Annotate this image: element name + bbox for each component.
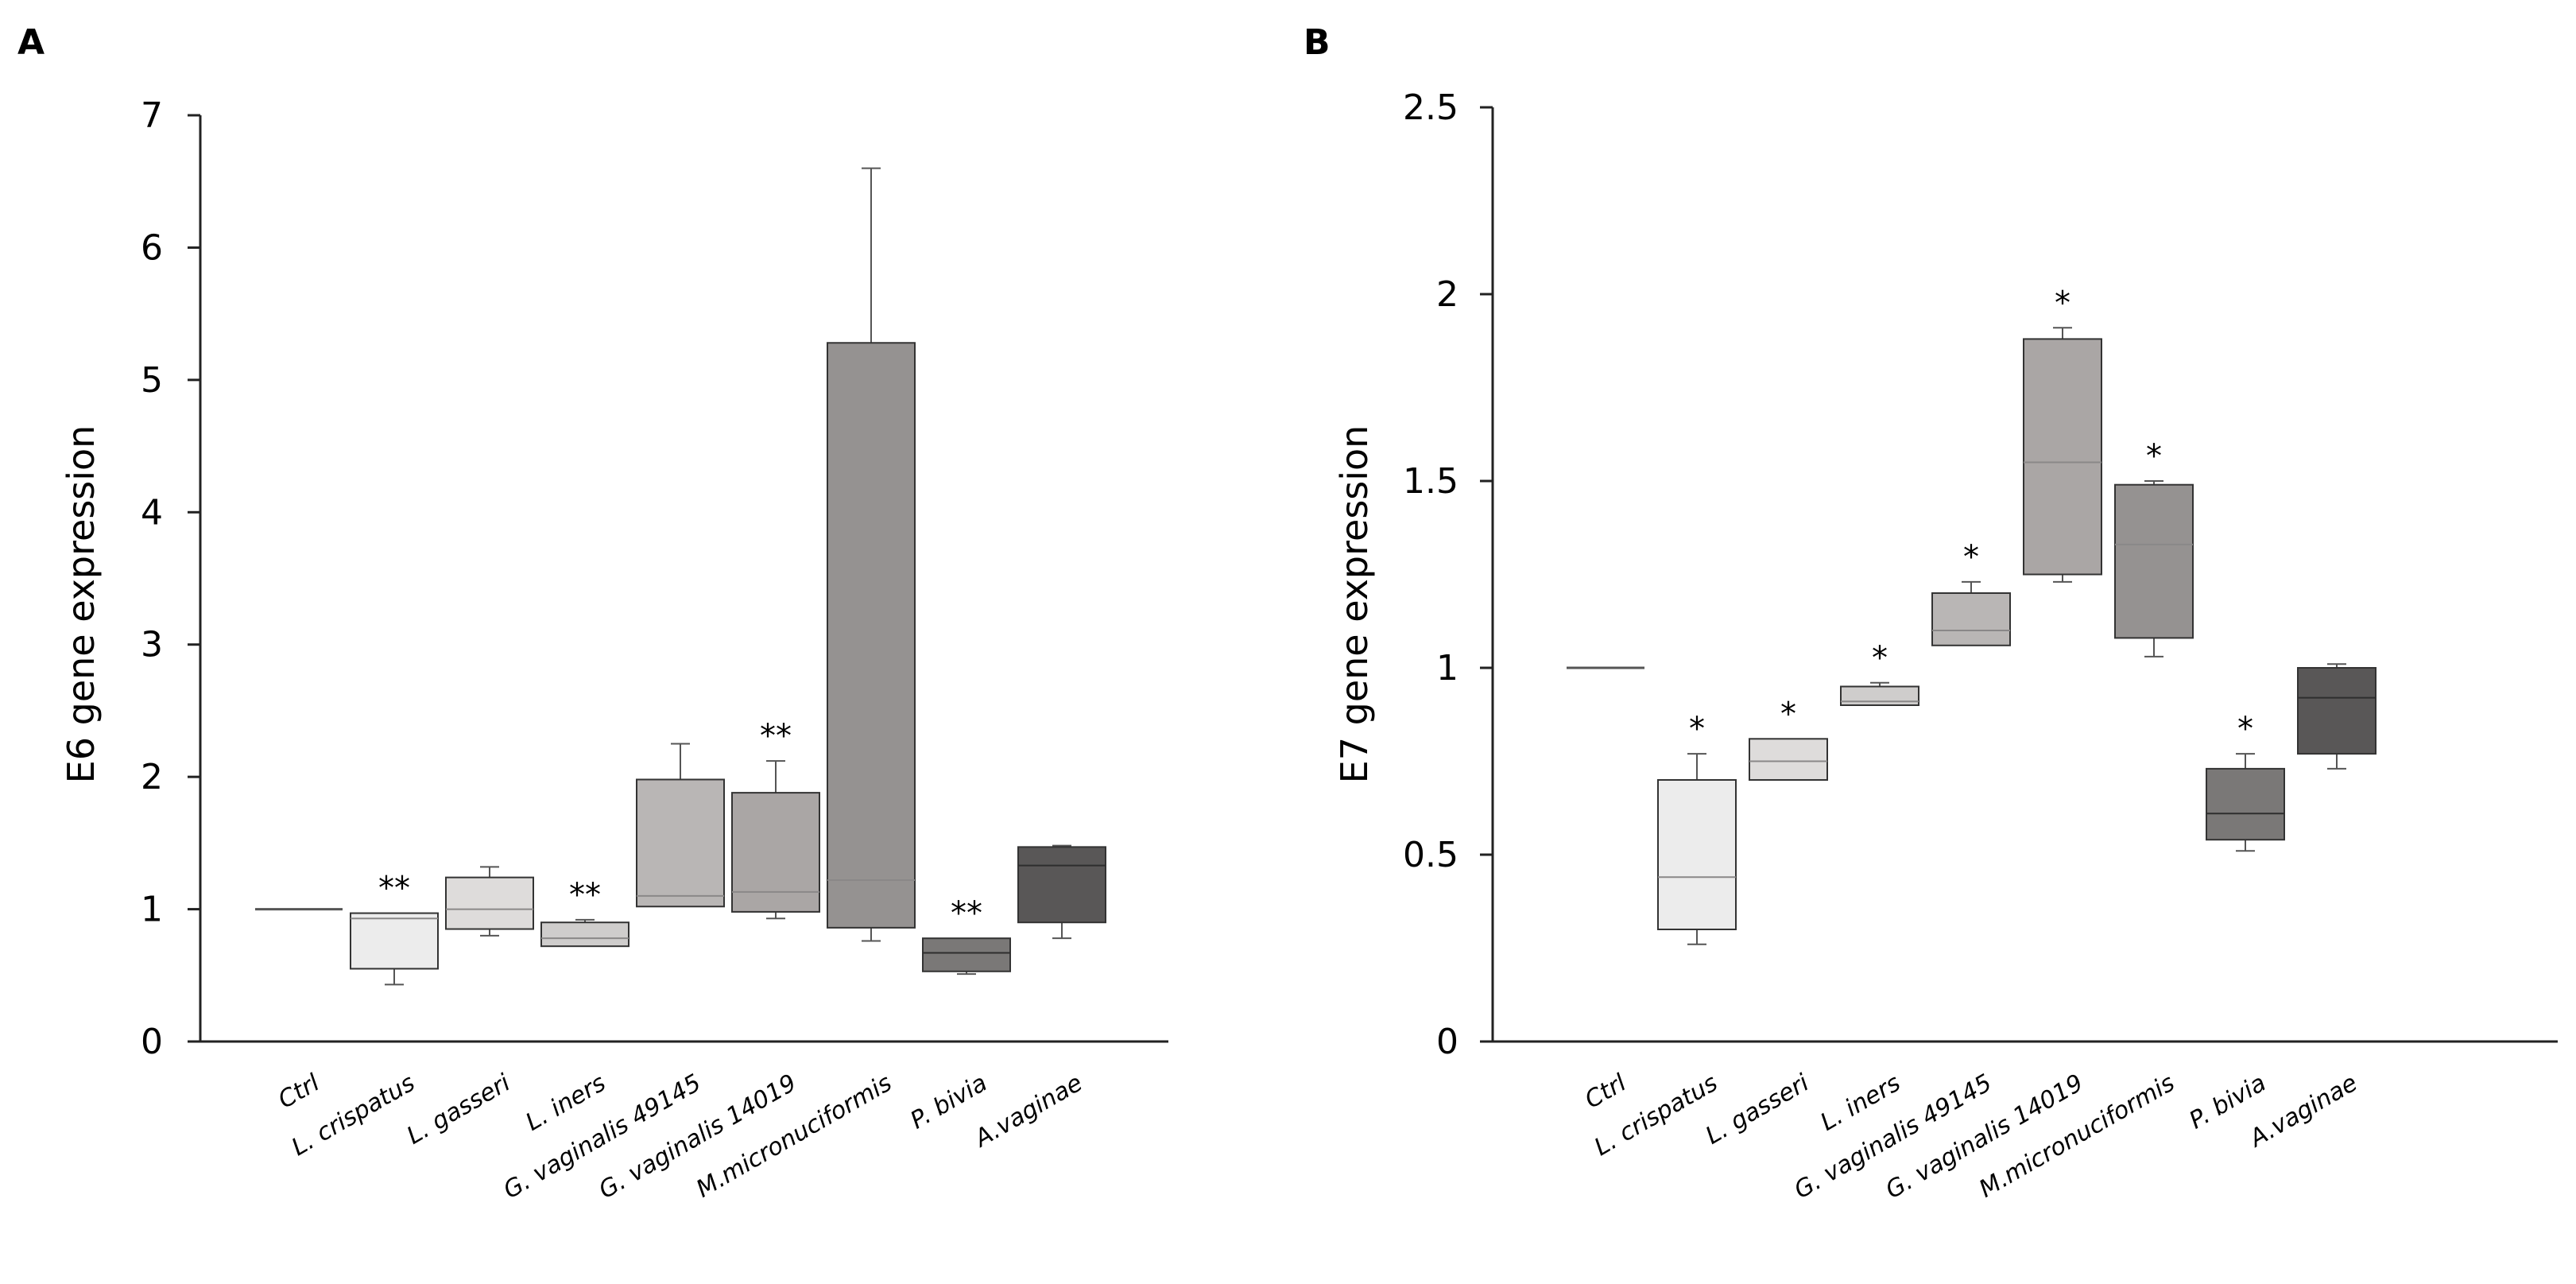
panel-a-y-tick-label: 3 (141, 625, 163, 665)
panel-a-box-rect (445, 876, 534, 930)
panel-a-box-rect (540, 921, 629, 948)
panel-b-box-2: * (1749, 696, 1828, 781)
panel-b-box-8 (2297, 663, 2377, 770)
panel-b-y-tick-label: 2 (1436, 274, 1458, 315)
panel-b-y-tick-label: 0 (1436, 1022, 1458, 1062)
panel-b-box-3: * (1840, 640, 1919, 706)
panel-b-box-rect (1840, 685, 1919, 706)
panel-a-category-label: Ctrl (273, 1069, 324, 1114)
panel-b-box-rect (1931, 592, 2011, 646)
panel-a-category-label: L. gasseri (402, 1069, 515, 1150)
panel-a-box-5: ** (731, 718, 820, 920)
panel-b-y-tick-label: 1 (1436, 648, 1458, 689)
panel-a-box-7: ** (922, 895, 1011, 976)
panel-b-significance-marker: * (1872, 640, 1888, 677)
panel-b-letter: B (1303, 22, 1331, 63)
panel-b-box-rect (2023, 338, 2102, 576)
panel-b-significance-marker: * (1963, 539, 1979, 576)
panel-b-significance-marker: * (1689, 711, 1705, 747)
panel-b-category-label: Ctrl (1580, 1069, 1631, 1114)
panel-a-box-6 (827, 167, 916, 942)
panel-a-box-rect (731, 792, 820, 913)
panel-b-y-axis-label: E7 gene expression (1333, 425, 1376, 784)
panel-a-box-1: ** (350, 871, 439, 986)
panel-a-significance-marker: ** (951, 895, 982, 932)
panel-b-y-tick-label: 1.5 (1403, 461, 1458, 502)
panel-a-letter: A (17, 22, 45, 63)
panel-b-box-rect (1657, 779, 1737, 930)
panel-b-significance-marker: * (2055, 285, 2070, 321)
panel-b-box-1: * (1657, 711, 1737, 945)
panel-b-y-tick-label: 0.5 (1403, 835, 1458, 875)
panel-a-category-label: A.vaginae (969, 1069, 1087, 1154)
panel-a-box-rect (636, 778, 725, 908)
panel-a-y-tick-label: 2 (141, 757, 163, 797)
panel-a-significance-marker: ** (760, 718, 792, 754)
panel-a-y-tick-label: 5 (141, 360, 163, 401)
panel-a-box-rect (827, 342, 916, 929)
panel-a-y-tick-label: 7 (141, 95, 163, 136)
panel-b-box-rect (2206, 767, 2285, 841)
panel-a-box-4 (636, 743, 725, 908)
panel-b-box-rect (1749, 738, 1828, 781)
panel-a-significance-marker: ** (378, 871, 410, 907)
panel-a-box-rect (350, 912, 439, 970)
panel-b-box-6: * (2114, 438, 2194, 658)
panel-b-significance-marker: * (2237, 711, 2253, 747)
panel-b-box-5: * (2023, 285, 2102, 583)
panel-b-significance-marker: * (1780, 696, 1796, 732)
panel-a-significance-marker: ** (569, 877, 601, 914)
panel-a-y-tick-label: 4 (141, 492, 163, 533)
panel-b-y-tick-label: 2.5 (1403, 87, 1458, 128)
panel-b-box-rect (2297, 667, 2377, 755)
panel-a-box-rect (1017, 846, 1106, 924)
panel-b-box-4: * (1931, 539, 2011, 646)
panel-a-y-tick-label: 0 (141, 1022, 163, 1062)
panel-b-significance-marker: * (2146, 438, 2162, 475)
panel-b-box-7: * (2206, 711, 2285, 852)
panel-a-y-tick-label: 6 (141, 227, 163, 268)
panel-b-box-rect (2114, 483, 2194, 639)
panel-a-box-3: ** (540, 877, 629, 948)
panel-a-y-axis-label: E6 gene expression (60, 425, 103, 784)
panel-a-y-tick-label: 1 (141, 890, 163, 930)
panel-a-box-8 (1017, 844, 1106, 940)
panel-a-box-2 (445, 866, 534, 937)
panel-a-box-rect (922, 937, 1011, 972)
panel-b-category-label: L. gasseri (1701, 1069, 1814, 1150)
